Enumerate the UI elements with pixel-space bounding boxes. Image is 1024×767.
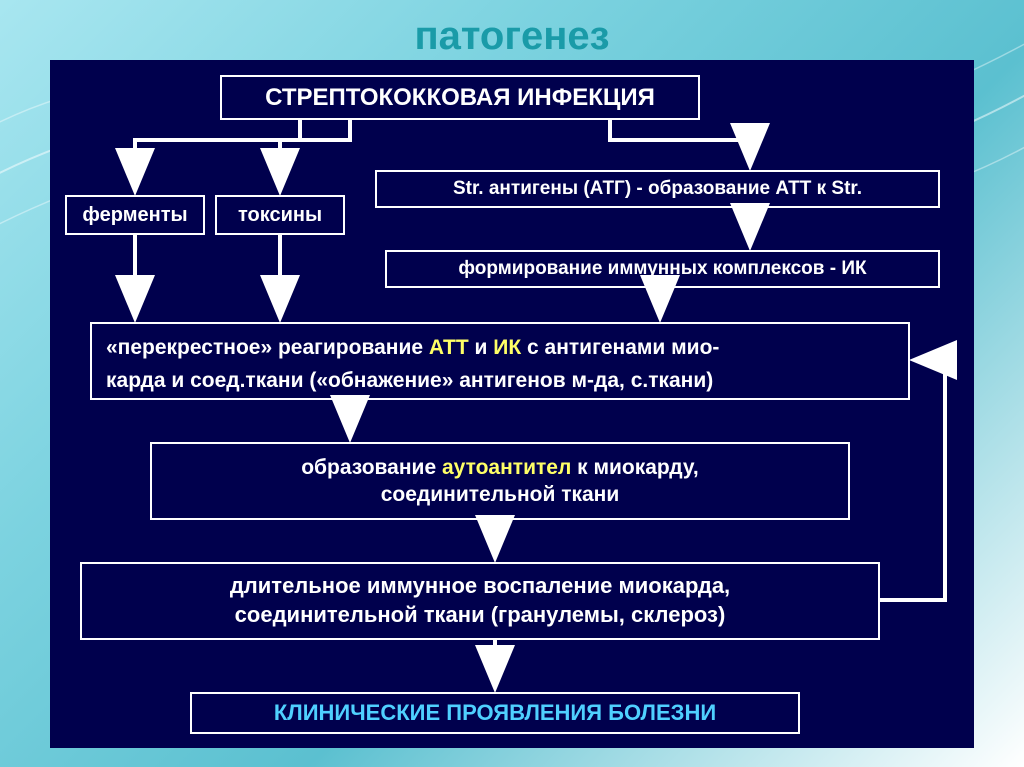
auto-suffix: к миокарду, xyxy=(571,456,698,479)
node-antigens: Str. антигены (АТГ) - образование АТТ к … xyxy=(375,170,940,208)
cross-hl-ik: ИК xyxy=(493,336,521,359)
node-toxins: токсины xyxy=(215,195,345,235)
page-title: патогенез xyxy=(0,0,1024,59)
node-complexes: формирование иммунных комплексов - ИК xyxy=(385,250,940,288)
cross-line2: карда и соед.ткани («обнажение» антигено… xyxy=(106,367,894,394)
node-clinical: КЛИНИЧЕСКИЕ ПРОЯВЛЕНИЯ БОЛЕЗНИ xyxy=(190,692,800,734)
node-inflammation: длительное иммунное воспаление миокарда,… xyxy=(80,562,880,640)
auto-line2: соединительной ткани xyxy=(381,481,620,508)
auto-hl: аутоантител xyxy=(442,456,571,479)
node-autoantibodies: образование аутоантител к миокарду, соед… xyxy=(150,442,850,520)
inflammation-line2: соединительной ткани (гранулемы, склероз… xyxy=(235,601,726,630)
cross-hl-att: АТТ xyxy=(429,336,469,359)
flowchart-arrows xyxy=(50,60,974,748)
auto-prefix: образование xyxy=(301,456,442,479)
cross-suffix1: с антигенами мио- xyxy=(521,336,719,359)
inflammation-line1: длительное иммунное воспаление миокарда, xyxy=(230,572,730,601)
cross-prefix1: «перекрестное» реагирование xyxy=(106,336,429,359)
cross-mid1: и xyxy=(469,336,494,359)
node-enzymes: ферменты xyxy=(65,195,205,235)
node-cross-reaction: «перекрестное» реагирование АТТ и ИК с а… xyxy=(90,322,910,400)
flowchart-container: СТРЕПТОКОККОВАЯ ИНФЕКЦИЯ ферменты токсин… xyxy=(50,60,974,748)
node-infection: СТРЕПТОКОККОВАЯ ИНФЕКЦИЯ xyxy=(220,75,700,120)
